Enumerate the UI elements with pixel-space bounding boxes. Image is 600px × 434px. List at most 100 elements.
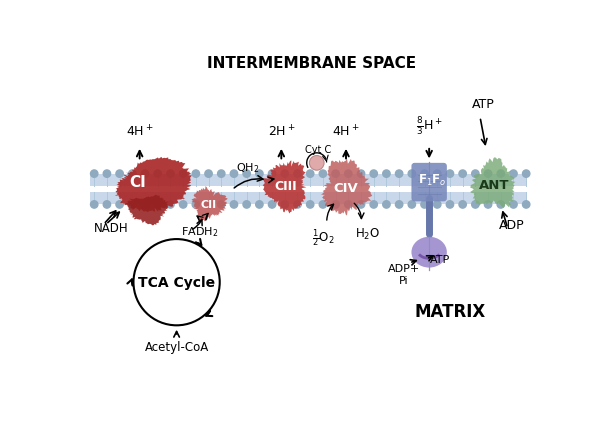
Circle shape — [446, 171, 454, 178]
Circle shape — [154, 171, 161, 178]
Circle shape — [310, 156, 324, 171]
Circle shape — [370, 171, 377, 178]
Text: 2H$^+$: 2H$^+$ — [268, 124, 295, 139]
Text: ADP+
Pi: ADP+ Pi — [388, 263, 420, 285]
FancyBboxPatch shape — [412, 164, 447, 202]
Circle shape — [103, 201, 110, 209]
Text: CII: CII — [201, 199, 217, 209]
Text: $\frac{1}{2}$O$_2$: $\frac{1}{2}$O$_2$ — [311, 227, 334, 248]
Circle shape — [142, 171, 149, 178]
Text: 4H$^+$: 4H$^+$ — [126, 124, 154, 139]
Circle shape — [358, 201, 365, 209]
Bar — [91, 193, 527, 205]
Text: INTERMEMBRANE SPACE: INTERMEMBRANE SPACE — [207, 56, 416, 71]
Circle shape — [421, 171, 428, 178]
Text: CIII: CIII — [275, 180, 297, 193]
Text: MATRIX: MATRIX — [415, 302, 485, 320]
Circle shape — [408, 201, 416, 209]
Circle shape — [218, 171, 225, 178]
Circle shape — [408, 171, 416, 178]
Text: $\frac{8}{3}$H$^+$: $\frac{8}{3}$H$^+$ — [416, 115, 443, 137]
Text: Acetyl-CoA: Acetyl-CoA — [145, 340, 209, 353]
Circle shape — [243, 201, 250, 209]
Ellipse shape — [412, 237, 447, 268]
Circle shape — [307, 171, 314, 178]
Circle shape — [459, 201, 466, 209]
Circle shape — [497, 201, 505, 209]
Text: ANT: ANT — [479, 178, 509, 191]
Circle shape — [484, 201, 492, 209]
Circle shape — [128, 201, 136, 209]
Circle shape — [510, 201, 517, 209]
Circle shape — [459, 171, 466, 178]
Circle shape — [383, 201, 390, 209]
Circle shape — [281, 201, 289, 209]
Text: ATP: ATP — [472, 98, 494, 111]
Circle shape — [370, 201, 377, 209]
Circle shape — [256, 201, 263, 209]
Circle shape — [179, 201, 187, 209]
Circle shape — [344, 201, 352, 209]
Polygon shape — [125, 195, 169, 226]
Circle shape — [383, 171, 390, 178]
Circle shape — [268, 201, 276, 209]
Circle shape — [472, 201, 479, 209]
Polygon shape — [470, 158, 515, 208]
Polygon shape — [321, 159, 372, 216]
Text: CI: CI — [130, 174, 146, 189]
Circle shape — [103, 171, 110, 178]
Bar — [91, 174, 527, 187]
Circle shape — [358, 171, 365, 178]
Circle shape — [256, 171, 263, 178]
Circle shape — [128, 171, 136, 178]
Circle shape — [472, 171, 479, 178]
Circle shape — [332, 201, 340, 209]
Circle shape — [205, 201, 212, 209]
Text: ATP: ATP — [430, 254, 450, 264]
Circle shape — [142, 201, 149, 209]
Circle shape — [243, 171, 250, 178]
Circle shape — [421, 201, 428, 209]
Text: CIV: CIV — [334, 181, 358, 194]
Circle shape — [344, 171, 352, 178]
Circle shape — [91, 171, 98, 178]
Text: FADH$_2$: FADH$_2$ — [181, 225, 218, 239]
Text: F$_1$F$_o$: F$_1$F$_o$ — [418, 173, 446, 188]
Circle shape — [307, 201, 314, 209]
Circle shape — [281, 171, 289, 178]
Circle shape — [294, 171, 301, 178]
Circle shape — [116, 171, 124, 178]
Circle shape — [332, 171, 340, 178]
Circle shape — [192, 171, 200, 178]
Circle shape — [434, 201, 441, 209]
Circle shape — [230, 171, 238, 178]
Circle shape — [497, 171, 505, 178]
Circle shape — [319, 171, 326, 178]
Polygon shape — [191, 187, 227, 222]
Circle shape — [91, 201, 98, 209]
Polygon shape — [115, 158, 192, 213]
Text: TCA Cycle: TCA Cycle — [138, 276, 215, 289]
Circle shape — [268, 171, 276, 178]
Circle shape — [230, 201, 238, 209]
Circle shape — [218, 201, 225, 209]
Circle shape — [167, 171, 174, 178]
Text: 4H$^+$: 4H$^+$ — [332, 124, 360, 139]
Circle shape — [319, 201, 326, 209]
Circle shape — [523, 171, 530, 178]
Circle shape — [395, 201, 403, 209]
Circle shape — [434, 171, 441, 178]
Text: QH$_2$: QH$_2$ — [236, 161, 259, 175]
Circle shape — [484, 171, 492, 178]
Text: NADH: NADH — [94, 222, 128, 235]
Circle shape — [179, 171, 187, 178]
Polygon shape — [263, 161, 307, 214]
Circle shape — [167, 201, 174, 209]
Circle shape — [154, 201, 161, 209]
Circle shape — [395, 171, 403, 178]
Circle shape — [192, 201, 200, 209]
Circle shape — [446, 201, 454, 209]
Circle shape — [510, 171, 517, 178]
Circle shape — [294, 201, 301, 209]
Circle shape — [523, 201, 530, 209]
